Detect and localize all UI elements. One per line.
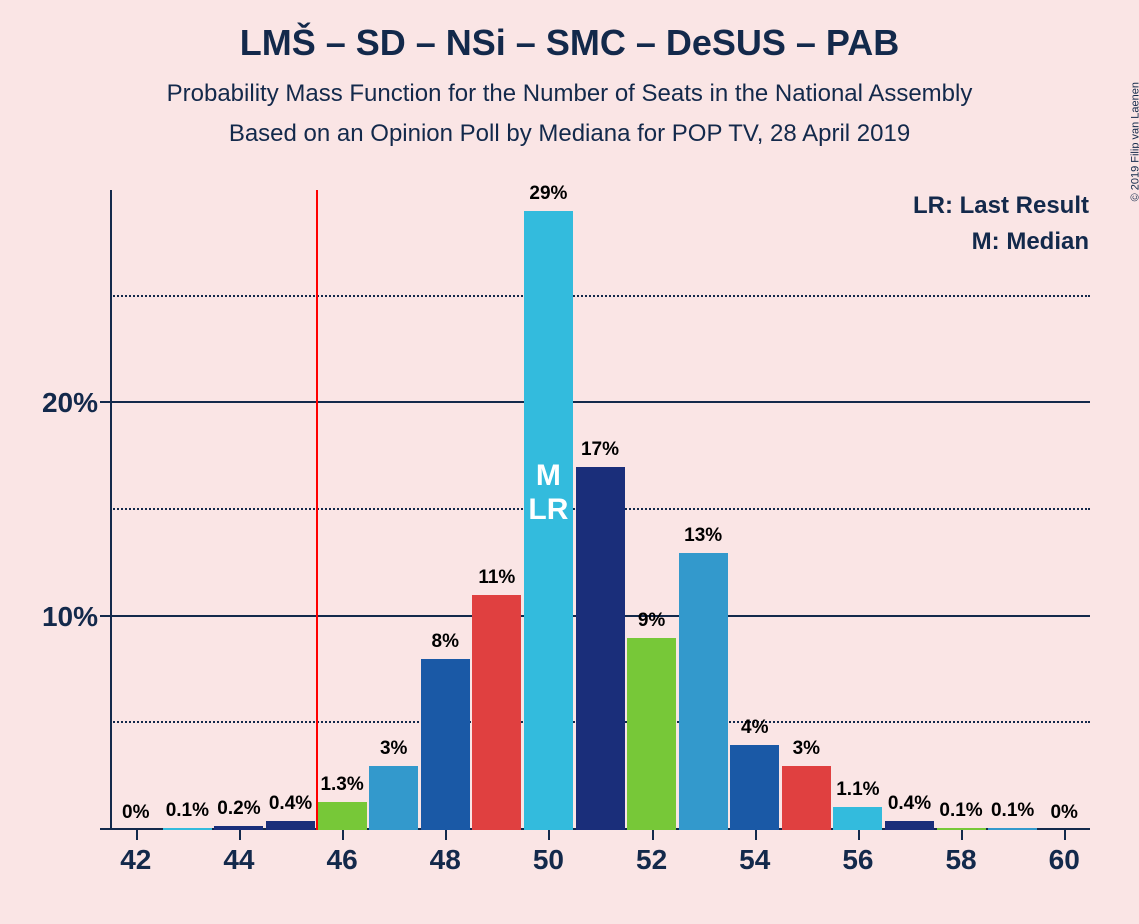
gridline-minor <box>110 295 1090 297</box>
y-axis-label: 20% <box>42 387 98 419</box>
x-tick <box>858 830 860 840</box>
bar <box>163 828 212 830</box>
chart-title: LMŠ – SD – NSi – SMC – DeSUS – PAB <box>0 0 1139 64</box>
x-axis-label: 50 <box>533 844 564 876</box>
bar <box>782 766 831 830</box>
median-marker: MLR <box>528 459 568 527</box>
bar-value-label: 0.1% <box>939 800 982 822</box>
y-axis-label: 10% <box>42 601 98 633</box>
y-tick <box>100 828 110 830</box>
x-axis-label: 44 <box>223 844 254 876</box>
x-tick <box>755 830 757 840</box>
bar-value-label: 3% <box>380 738 407 760</box>
bar <box>885 821 934 830</box>
gridline-major <box>110 401 1090 403</box>
bar-value-label: 29% <box>529 183 567 205</box>
bar <box>988 828 1037 830</box>
bar <box>627 638 676 830</box>
y-tick <box>100 401 110 403</box>
bar <box>576 467 625 830</box>
x-tick <box>1064 830 1066 840</box>
copyright-text: © 2019 Filip van Laenen <box>1129 82 1139 201</box>
x-axis-label: 58 <box>945 844 976 876</box>
bar <box>679 553 728 830</box>
x-tick <box>136 830 138 840</box>
x-tick <box>445 830 447 840</box>
chart-subtitle: Probability Mass Function for the Number… <box>0 64 1139 108</box>
x-axis-label: 60 <box>1049 844 1080 876</box>
bar-value-label: 13% <box>684 525 722 547</box>
bar <box>369 766 418 830</box>
x-axis-label: 54 <box>739 844 770 876</box>
y-tick <box>100 615 110 617</box>
x-axis-label: 48 <box>430 844 461 876</box>
x-tick <box>342 830 344 840</box>
bar-value-label: 11% <box>478 567 515 589</box>
bar-value-label: 17% <box>581 439 619 461</box>
bar-value-label: 0.2% <box>217 798 260 820</box>
bar <box>421 659 470 830</box>
lr-reference-line <box>316 190 318 830</box>
plot-area: 10%20%0%0.1%0.2%0.4%1.3%3%8%11%29%17%9%1… <box>110 190 1090 830</box>
bar-value-label: 9% <box>638 610 665 632</box>
bar-value-label: 0% <box>1050 802 1077 824</box>
bar-value-label: 8% <box>432 631 459 653</box>
bar-value-label: 0.4% <box>888 793 931 815</box>
bar-value-label: 1.3% <box>320 774 363 796</box>
x-tick <box>652 830 654 840</box>
chart-subtitle-2: Based on an Opinion Poll by Mediana for … <box>0 108 1139 148</box>
bar-value-label: 0.1% <box>166 800 209 822</box>
x-axis-label: 56 <box>842 844 873 876</box>
bar-value-label: 1.1% <box>836 779 879 801</box>
x-tick <box>961 830 963 840</box>
x-tick <box>548 830 550 840</box>
bar-value-label: 0% <box>122 802 149 824</box>
y-axis-line <box>110 190 112 830</box>
bar <box>730 745 779 830</box>
x-axis-label: 46 <box>327 844 358 876</box>
bar-value-label: 0.1% <box>991 800 1034 822</box>
x-axis-label: 42 <box>120 844 151 876</box>
x-tick <box>239 830 241 840</box>
bar <box>472 595 521 830</box>
bar-value-label: 4% <box>741 717 768 739</box>
bar-value-label: 0.4% <box>269 793 312 815</box>
bar <box>833 807 882 830</box>
bar <box>266 821 315 830</box>
x-axis-label: 52 <box>636 844 667 876</box>
bar-value-label: 3% <box>793 738 820 760</box>
bar <box>318 802 367 830</box>
chart-container: LMŠ – SD – NSi – SMC – DeSUS – PAB Proba… <box>0 0 1139 924</box>
